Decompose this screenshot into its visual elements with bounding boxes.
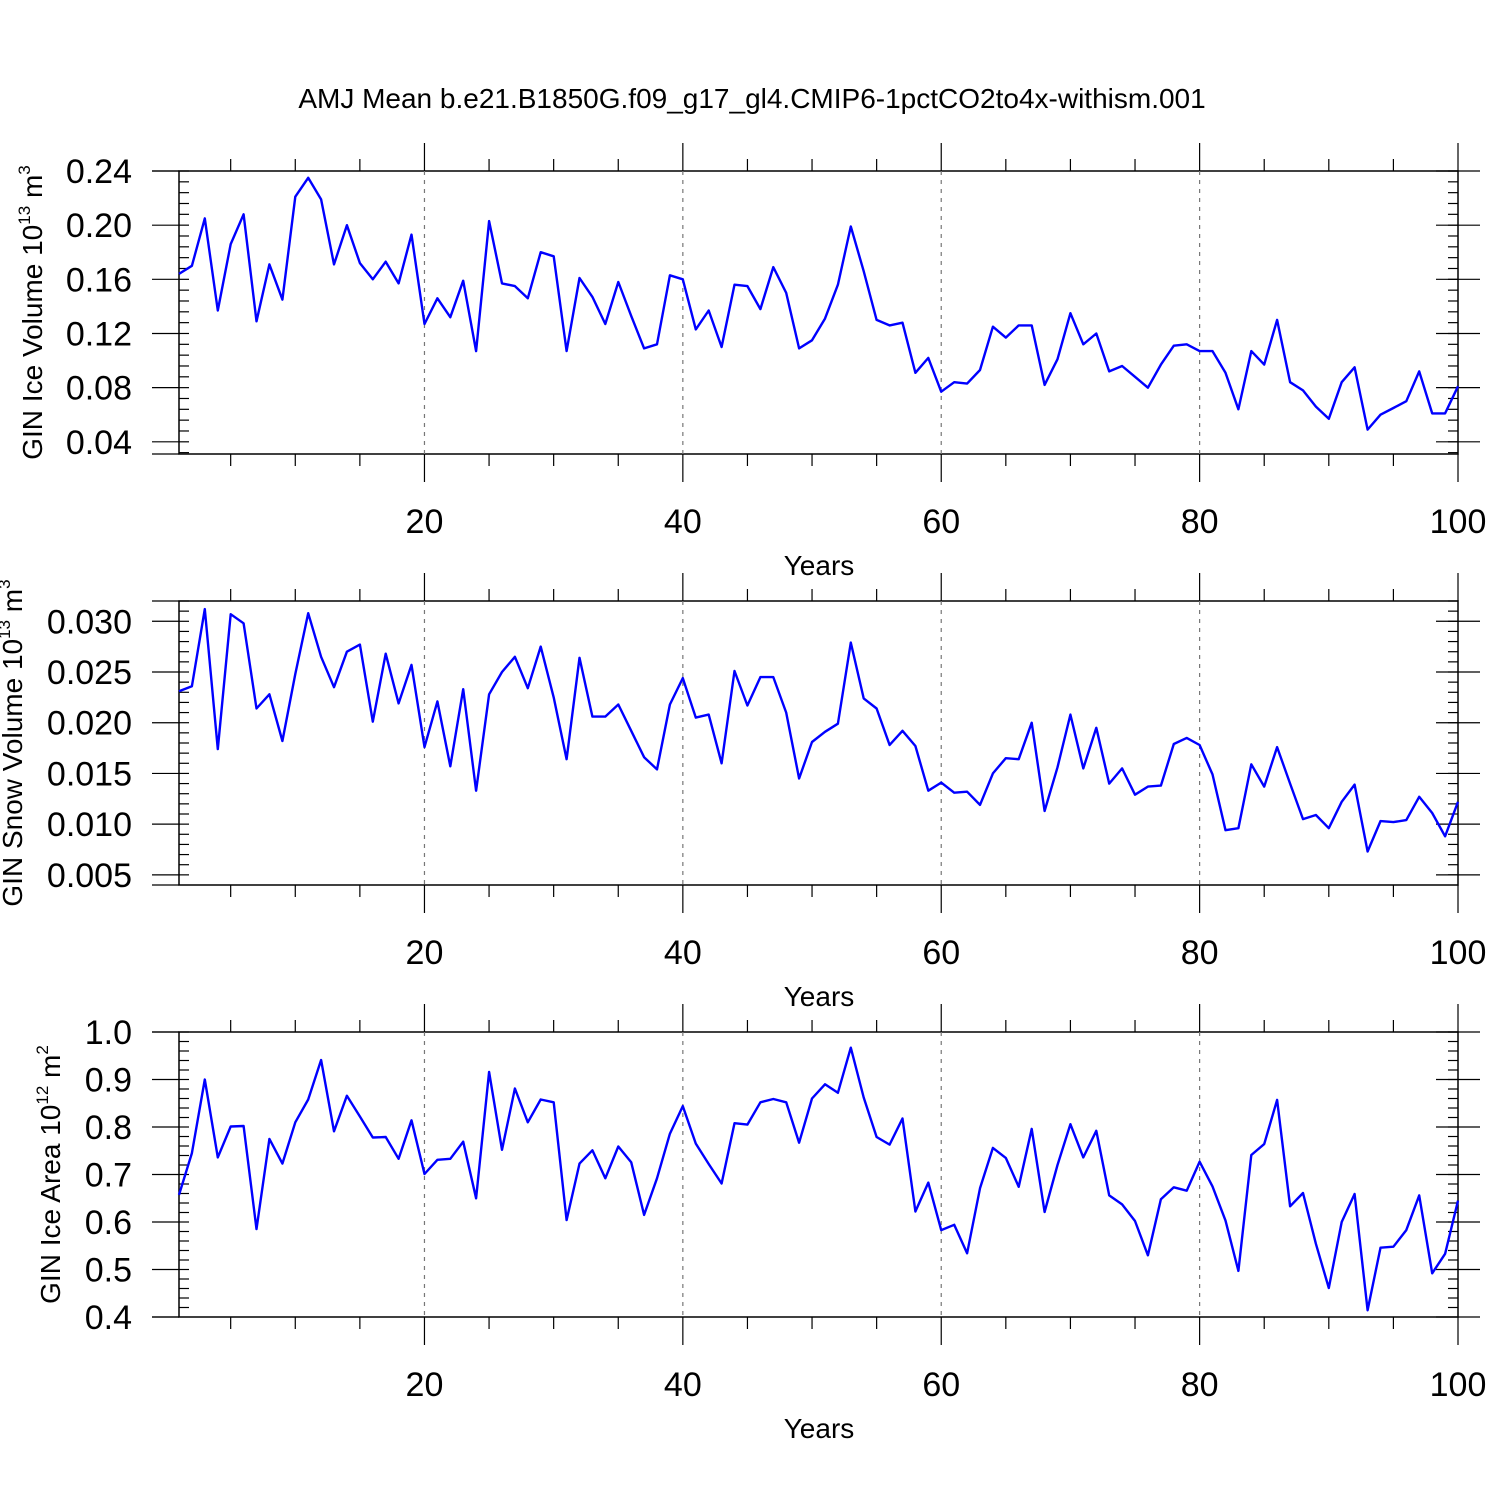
y-tick-label: 0.24: [66, 153, 132, 191]
y-tick-label: 0.025: [47, 654, 132, 692]
series-line: [178, 176, 1460, 431]
y-tick-label: 0.12: [66, 315, 132, 353]
x-tick-label: 20: [406, 503, 444, 541]
x-tick-label: 40: [664, 1366, 702, 1404]
x-tick-label: 60: [922, 1366, 960, 1404]
y-tick-label: 1.0: [85, 1014, 132, 1052]
series-line: [178, 607, 1460, 853]
panel-2: 20 40 60 80 100 0.030 0.025 0.020 0.015 0.010 0.00…: [0, 573, 1486, 1012]
x-tick-label: 80: [1181, 503, 1219, 541]
x-tick-label: 60: [922, 934, 960, 972]
y-axis-label: GIN Ice Volume 1013 m3: [15, 165, 48, 460]
y-axis-label: GIN Snow Volume 1013 m3: [0, 579, 28, 906]
plot-frame: [178, 1031, 1459, 1318]
x-axis-label: Years: [784, 1413, 855, 1444]
x-tick-label: 100: [1430, 934, 1487, 972]
plot-frame: [178, 170, 1459, 455]
y-tick-label: 0.7: [85, 1157, 132, 1195]
y-axis-label: GIN Ice Area 1012 m2: [33, 1045, 66, 1304]
series-line: [177, 1046, 1460, 1312]
y-tick-label: 0.6: [85, 1204, 132, 1242]
x-tick-label: 80: [1181, 934, 1219, 972]
x-tick-label: 20: [406, 934, 444, 972]
x-tick-label: 100: [1430, 1366, 1487, 1404]
y-tick-label: 0.16: [66, 261, 132, 299]
chart-title: AMJ Mean b.e21.B1850G.f09_g17_gl4.CMIP6-…: [298, 83, 1205, 114]
y-tick-label: 0.20: [66, 207, 132, 245]
y-tick-label: 0.005: [47, 857, 132, 895]
y-tick-label: 0.030: [47, 603, 132, 641]
y-tick-label: 0.5: [85, 1252, 132, 1290]
panel-3: 20 40 60 80 100 1.0 0.9 0.8 0.7 0.6 0.5 0.4 Years GIN…: [33, 1004, 1486, 1444]
x-axis-label: Years: [784, 550, 855, 581]
y-tick-label: 0.4: [85, 1299, 132, 1337]
y-tick-label: 0.08: [66, 370, 132, 408]
panel-1: 20 40 60 80 100 0.24 0.20 0.16 0.12 0.08 0.04 Years…: [15, 143, 1486, 581]
panels: 20 40 60 80 100 0.24 0.20 0.16 0.12 0.08 0.04 Years…: [0, 143, 1486, 1444]
y-tick-label: 0.010: [47, 806, 132, 844]
y-tick-label: 0.04: [66, 424, 132, 462]
x-tick-label: 20: [406, 1366, 444, 1404]
x-axis-label: Years: [784, 981, 855, 1012]
y-tick-label: 0.8: [85, 1109, 132, 1147]
y-tick-label: 0.9: [85, 1062, 132, 1100]
y-tick-label: 0.020: [47, 705, 132, 743]
x-tick-label: 100: [1430, 503, 1487, 541]
x-tick-label: 40: [664, 503, 702, 541]
y-tick-label: 0.015: [47, 755, 132, 793]
x-tick-label: 40: [664, 934, 702, 972]
x-tick-label: 80: [1181, 1366, 1219, 1404]
x-tick-label: 60: [922, 503, 960, 541]
plot-frame: [178, 600, 1459, 886]
